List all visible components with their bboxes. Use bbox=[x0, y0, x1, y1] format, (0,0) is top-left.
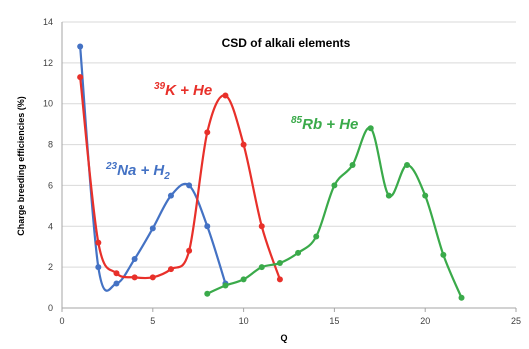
data-point-rb bbox=[222, 282, 229, 289]
data-point-na bbox=[186, 182, 193, 189]
series-rb bbox=[204, 125, 465, 301]
series-label-text: Na + H bbox=[117, 162, 165, 179]
y-tick-label: 14 bbox=[43, 17, 53, 27]
data-point-k bbox=[113, 270, 120, 277]
series-label-mass: 85 bbox=[291, 115, 303, 126]
series-k bbox=[77, 74, 283, 283]
data-point-rb bbox=[313, 233, 320, 240]
x-tick-label: 25 bbox=[511, 316, 521, 326]
data-point-k bbox=[186, 247, 193, 254]
series-labels: 23Na + H2 39K + He 85Rb + He bbox=[105, 81, 358, 182]
data-point-rb bbox=[349, 162, 356, 168]
y-tick-label: 12 bbox=[43, 58, 53, 68]
y-tick-label: 10 bbox=[43, 99, 53, 109]
x-tick-label: 15 bbox=[329, 316, 339, 326]
series-label-na: 23Na + H2 bbox=[105, 161, 170, 182]
data-point-k bbox=[149, 274, 156, 281]
y-tick-labels: 0 2 4 6 8 10 12 14 bbox=[43, 17, 53, 313]
series-label-k: 39K + He bbox=[154, 81, 212, 99]
data-point-rb bbox=[385, 192, 392, 199]
data-point-k bbox=[204, 129, 211, 136]
series-label-subscript: 2 bbox=[163, 171, 170, 182]
chart-title: CSD of alkali elements bbox=[222, 36, 351, 50]
y-tick-label: 8 bbox=[48, 140, 53, 150]
data-point-k bbox=[167, 266, 174, 273]
data-point-rb bbox=[276, 260, 283, 267]
data-point-k bbox=[131, 274, 138, 281]
series-line-k bbox=[79, 77, 281, 280]
data-point-k bbox=[222, 92, 229, 99]
y-tick-label: 6 bbox=[48, 180, 53, 190]
data-point-rb bbox=[295, 249, 302, 256]
data-point-na bbox=[131, 255, 138, 262]
x-tick-label: 5 bbox=[150, 316, 155, 326]
x-tick-labels: 0 5 10 15 20 25 bbox=[59, 316, 521, 326]
series-label-text: Rb + He bbox=[302, 116, 358, 133]
data-point-k bbox=[95, 239, 102, 246]
series-label-mass: 39 bbox=[154, 81, 166, 92]
x-tick-label: 10 bbox=[239, 316, 249, 326]
data-point-rb bbox=[440, 251, 447, 258]
data-point-na bbox=[95, 264, 102, 271]
data-point-rb bbox=[367, 125, 374, 132]
series-line-na bbox=[79, 46, 227, 292]
data-point-rb bbox=[240, 276, 247, 283]
x-tick-label: 0 bbox=[59, 316, 64, 326]
series-label-text: K + He bbox=[165, 82, 212, 99]
data-point-na bbox=[113, 280, 120, 287]
y-tick-label: 2 bbox=[48, 262, 53, 272]
data-point-rb bbox=[458, 294, 465, 301]
data-point-na bbox=[167, 192, 174, 199]
data-point-rb bbox=[258, 264, 265, 271]
data-point-rb bbox=[331, 182, 338, 189]
data-point-rb bbox=[204, 290, 211, 297]
data-point-rb bbox=[422, 192, 429, 199]
y-axis-title: Charge breeding efficiencies (%) bbox=[16, 96, 26, 236]
gridlines bbox=[62, 21, 516, 268]
series-label-mass: 23 bbox=[105, 161, 118, 172]
x-tick-label: 20 bbox=[420, 316, 430, 326]
data-point-na bbox=[77, 43, 84, 50]
data-point-na bbox=[204, 223, 211, 230]
x-axis-title: Q bbox=[280, 333, 287, 343]
y-tick-label: 4 bbox=[48, 221, 53, 231]
data-point-k bbox=[77, 74, 84, 81]
data-point-na bbox=[149, 225, 156, 232]
y-tick-label: 0 bbox=[48, 303, 53, 313]
data-point-k bbox=[258, 223, 265, 230]
series-label-rb: 85Rb + He bbox=[291, 115, 358, 133]
data-point-rb bbox=[404, 162, 411, 168]
axes bbox=[61, 22, 517, 312]
series-group bbox=[77, 43, 465, 301]
data-point-k bbox=[240, 141, 247, 148]
data-point-k bbox=[276, 276, 283, 283]
